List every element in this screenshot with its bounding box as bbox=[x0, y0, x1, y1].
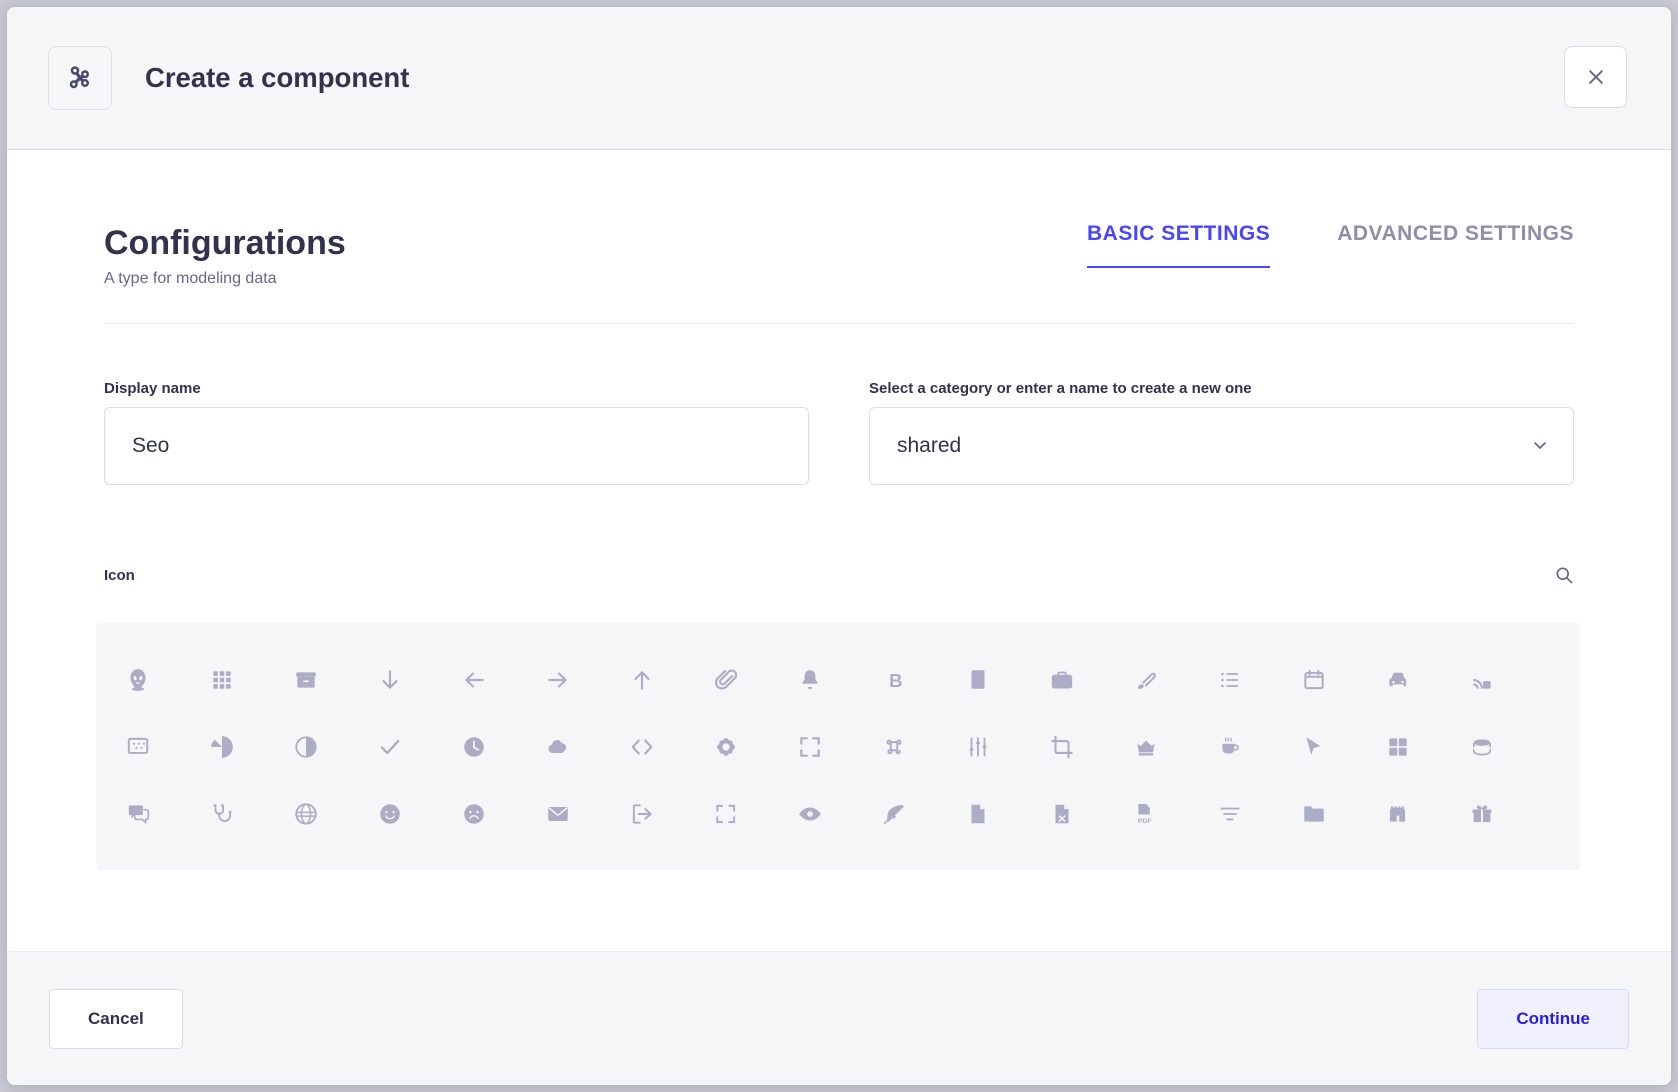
svg-text:PDF: PDF bbox=[1138, 817, 1152, 824]
svg-text:B: B bbox=[889, 670, 902, 691]
